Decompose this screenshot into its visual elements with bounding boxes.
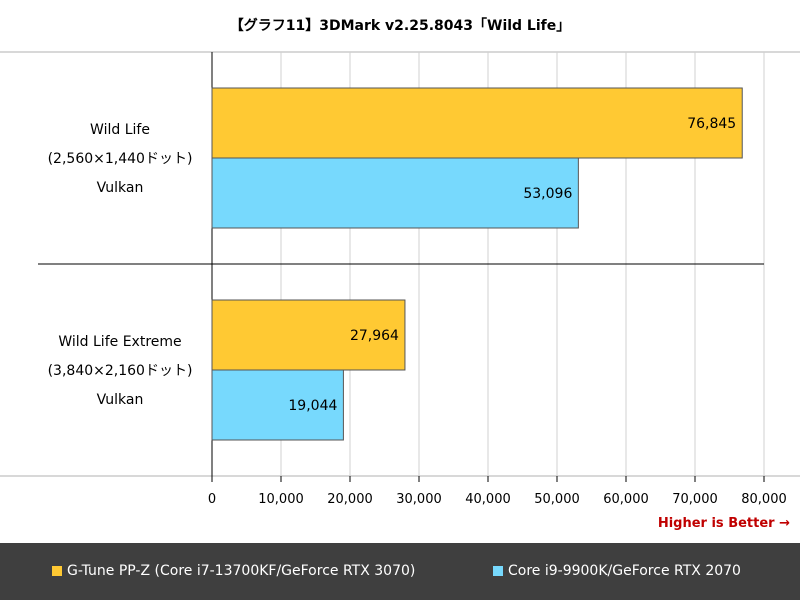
x-tick-label: 40,000: [465, 492, 511, 507]
x-tick-label: 10,000: [258, 492, 304, 507]
bar-value-label: 76,845: [687, 116, 736, 132]
legend-label-series-1: G-Tune PP-Z (Core i7-13700KF/GeForce RTX…: [67, 563, 416, 579]
x-tick-label: 70,000: [672, 492, 718, 507]
category-label: Vulkan: [97, 180, 144, 196]
x-tick-label: 50,000: [534, 492, 580, 507]
category-label: (2,560×1,440ドット): [48, 151, 193, 167]
category-label: Wild Life: [90, 122, 150, 138]
x-tick-label: 20,000: [327, 492, 373, 507]
bar-value-label: 19,044: [288, 398, 337, 414]
higher-is-better-note: Higher is Better →: [657, 516, 790, 531]
legend-swatch-series-1: [52, 566, 62, 576]
x-tick-label: 0: [208, 492, 216, 507]
x-tick-label: 30,000: [396, 492, 442, 507]
legend: G-Tune PP-Z (Core i7-13700KF/GeForce RTX…: [0, 543, 800, 600]
bar-1-group-1: [211, 87, 743, 159]
x-tick-label: 80,000: [741, 492, 787, 507]
category-label: Wild Life Extreme: [58, 334, 181, 350]
bar-value-label: 27,964: [350, 328, 399, 344]
bar-2-group-2: [211, 369, 344, 441]
bar-value-label: 53,096: [523, 186, 572, 202]
bar-2-group-1: [211, 157, 579, 229]
x-tick-label: 60,000: [603, 492, 649, 507]
bar-1-group-2: [211, 299, 406, 371]
chart-title: 【グラフ11】3DMark v2.25.8043「Wild Life」: [229, 18, 571, 34]
category-label: Vulkan: [97, 392, 144, 408]
legend-label-series-2: Core i9-9900K/GeForce RTX 2070: [508, 563, 741, 579]
bar-chart: 0 10,000 20,000 30,000 40,000 50,000 60,000 70,…: [0, 51, 800, 507]
legend-item-series-2: Core i9-9900K/GeForce RTX 2070: [493, 563, 741, 579]
category-label: (3,840×2,160ドット): [48, 363, 193, 379]
legend-item-series-1: G-Tune PP-Z (Core i7-13700KF/GeForce RTX…: [52, 563, 415, 579]
legend-swatch-series-2: [493, 566, 503, 576]
